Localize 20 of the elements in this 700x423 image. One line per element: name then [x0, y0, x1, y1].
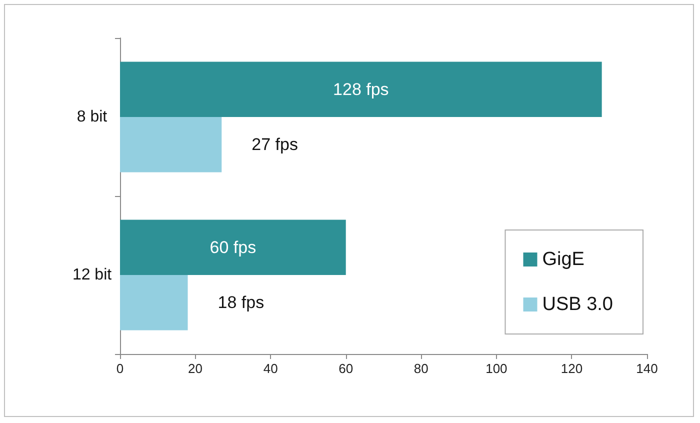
x-tick-label: 40 — [263, 361, 278, 376]
x-tick-label: 60 — [338, 361, 354, 376]
bar — [120, 275, 188, 330]
bar — [120, 117, 222, 172]
x-tick-label: 140 — [636, 361, 658, 376]
data-label: 60 fps — [210, 238, 256, 257]
legend-label: GigE — [542, 249, 584, 270]
data-label: 18 fps — [218, 293, 264, 312]
x-tick-label: 20 — [188, 361, 203, 376]
x-tick-label: 0 — [116, 361, 124, 376]
x-tick-label: 100 — [486, 361, 508, 376]
bar — [120, 220, 346, 275]
legend-label: USB 3.0 — [542, 294, 614, 315]
y-tick-label: 8 bit — [76, 108, 108, 126]
data-label: 27 fps — [252, 135, 298, 154]
bar — [120, 62, 602, 117]
x-tick-label: 80 — [414, 361, 428, 376]
y-tick-label: 12 bit — [72, 266, 112, 284]
data-label: 128 fps — [333, 80, 389, 99]
x-tick-label: 120 — [560, 361, 583, 376]
